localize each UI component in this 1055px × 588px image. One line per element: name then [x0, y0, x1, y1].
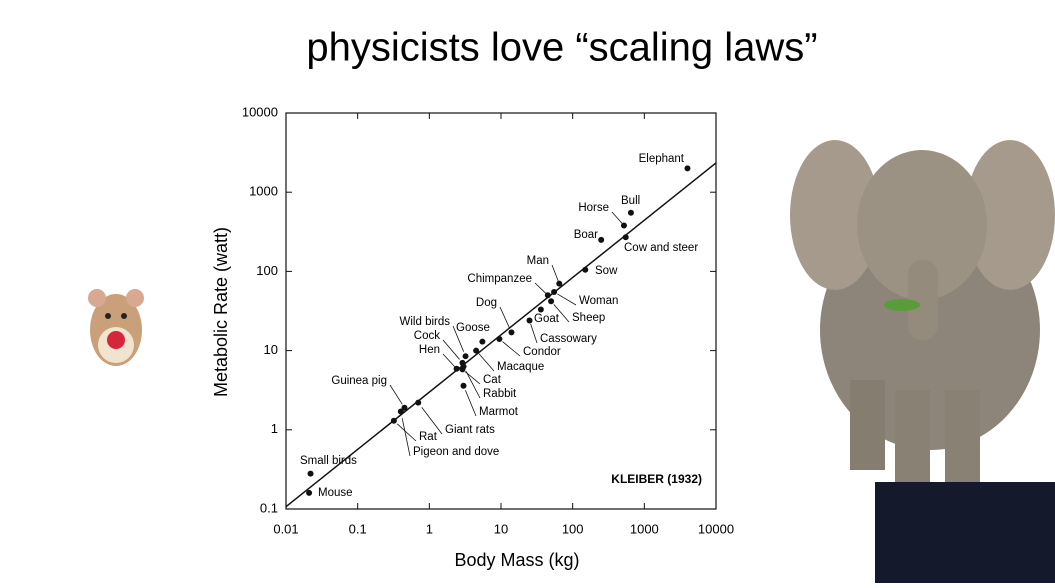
- point-label: Man: [527, 255, 549, 267]
- y-tick-label: 0.1: [260, 500, 278, 515]
- y-tick-label: 10000: [242, 104, 278, 119]
- point-label: Cock: [414, 330, 440, 342]
- point: [460, 382, 467, 389]
- x-axis-title: Body Mass (kg): [454, 550, 579, 570]
- leader-line: [442, 339, 460, 360]
- annotation: KLEIBER (1932): [611, 472, 702, 486]
- x-tick-label: 0.1: [349, 521, 367, 536]
- point-label: Wild birds: [400, 316, 451, 328]
- point: [508, 329, 515, 336]
- point-label: Sow: [595, 265, 618, 277]
- leader-line: [389, 384, 403, 405]
- point-label: Boar: [574, 229, 598, 241]
- point-label: Sheep: [572, 312, 605, 324]
- point-label: Rat: [419, 431, 438, 443]
- leader-line: [534, 282, 547, 294]
- x-tick-label: 0.01: [273, 521, 298, 536]
- fit-line: [285, 162, 717, 508]
- point-label: Goose: [456, 322, 490, 334]
- leader-line: [551, 264, 559, 282]
- point-label: Cat: [483, 374, 502, 386]
- leader-line: [553, 304, 570, 323]
- leader-line: [502, 341, 521, 357]
- x-tick-label: 10000: [698, 521, 734, 536]
- point: [453, 365, 460, 372]
- y-axis-title: Metabolic Rate (watt): [211, 227, 231, 397]
- leader-line: [442, 353, 455, 367]
- elephant-image: [790, 140, 1055, 485]
- point: [307, 470, 314, 477]
- point-label: Dog: [476, 297, 497, 309]
- point-label: Condor: [523, 346, 561, 358]
- y-tick-label: 100: [256, 263, 278, 278]
- x-tick-label: 1000: [630, 521, 659, 536]
- point: [415, 399, 422, 406]
- leader-line: [401, 418, 411, 457]
- point: [684, 165, 691, 172]
- point-label: Cassowary: [540, 333, 597, 345]
- y-tick-label: 10: [264, 342, 278, 357]
- leader-line: [530, 323, 538, 344]
- point-label: Mouse: [318, 487, 353, 499]
- leader-line: [465, 371, 481, 399]
- point-label: Marmot: [479, 406, 519, 418]
- point: [306, 489, 313, 496]
- point: [598, 236, 605, 243]
- slide-title: physicists love “scaling laws”: [306, 26, 817, 70]
- y-tick-label: 1000: [249, 184, 278, 199]
- point-label: Bull: [621, 195, 640, 207]
- leader-line: [465, 390, 477, 417]
- point: [473, 347, 480, 354]
- leader-line: [452, 325, 465, 352]
- leader-line: [396, 423, 417, 442]
- point-label: Chimpanzee: [467, 273, 532, 285]
- plot: Body Mass (kg) Metabolic Rate (watt) KLE…: [211, 104, 734, 569]
- point: [496, 336, 503, 343]
- leader-line: [421, 407, 443, 435]
- x-tick-label: 100: [562, 521, 584, 536]
- mouse-image: [88, 289, 144, 366]
- point-label: Woman: [579, 295, 618, 307]
- point: [479, 338, 486, 345]
- point: [548, 298, 555, 305]
- point: [620, 222, 627, 229]
- point-label: Pigeon and dove: [413, 446, 499, 458]
- point-label: Elephant: [639, 153, 685, 165]
- leader-line: [499, 306, 511, 329]
- point: [397, 408, 404, 415]
- point-label: Small birds: [300, 455, 357, 467]
- point-label: Guinea pig: [331, 375, 387, 387]
- point: [551, 288, 558, 295]
- x-tick-label: 10: [494, 521, 508, 536]
- leader-line: [611, 211, 623, 224]
- leader-line: [557, 293, 577, 306]
- point-label: Rabbit: [483, 388, 517, 400]
- leader-line: [478, 353, 495, 372]
- point: [556, 280, 563, 287]
- point: [627, 209, 634, 216]
- point: [390, 417, 397, 424]
- plot-frame: [285, 112, 717, 510]
- point-label: Hen: [419, 344, 440, 356]
- video-overlay: [875, 482, 1055, 583]
- x-tick-label: 1: [426, 521, 433, 536]
- point: [582, 266, 589, 273]
- point-label: Goat: [534, 313, 560, 325]
- point: [526, 317, 533, 324]
- point-label: Cow and steer: [624, 242, 698, 254]
- point-label: Giant rats: [445, 424, 495, 436]
- point: [401, 404, 408, 411]
- point-label: Horse: [578, 202, 609, 214]
- point: [544, 292, 551, 299]
- y-tick-label: 1: [271, 421, 278, 436]
- point: [622, 234, 629, 241]
- point: [462, 353, 469, 360]
- point: [460, 363, 467, 370]
- point-label: Macaque: [497, 361, 544, 373]
- point: [537, 306, 544, 313]
